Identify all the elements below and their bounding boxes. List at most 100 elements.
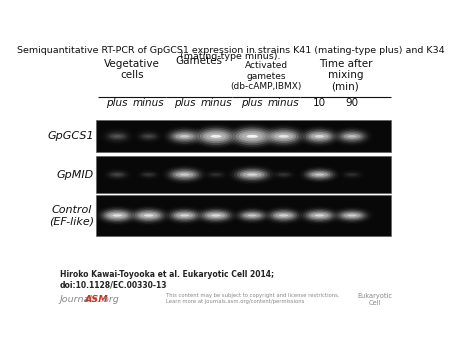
Ellipse shape [346,173,358,176]
Ellipse shape [308,132,331,141]
Ellipse shape [311,134,328,139]
Ellipse shape [301,127,339,145]
Ellipse shape [268,209,300,222]
Ellipse shape [237,209,267,222]
Ellipse shape [298,126,342,147]
Ellipse shape [167,168,202,182]
Ellipse shape [344,213,360,218]
Ellipse shape [113,135,122,138]
Text: plus: plus [174,98,195,108]
Ellipse shape [144,214,153,217]
Ellipse shape [303,209,336,222]
Ellipse shape [140,213,157,218]
Text: 90: 90 [346,98,359,108]
Ellipse shape [341,132,363,141]
Ellipse shape [127,206,171,225]
Ellipse shape [145,174,152,175]
Ellipse shape [262,126,305,146]
Ellipse shape [206,133,226,140]
Text: .org: .org [100,295,119,304]
Ellipse shape [301,208,339,223]
Ellipse shape [265,208,302,223]
Ellipse shape [344,134,360,139]
Ellipse shape [240,171,265,178]
Ellipse shape [98,207,136,224]
Ellipse shape [194,126,238,147]
Ellipse shape [167,129,202,144]
Text: doi:10.1128/EC.00330-13: doi:10.1128/EC.00330-13 [60,281,167,290]
Text: plus: plus [242,98,263,108]
Ellipse shape [166,208,203,223]
Ellipse shape [95,206,139,225]
Ellipse shape [315,214,324,217]
Ellipse shape [205,212,227,219]
Ellipse shape [180,173,189,176]
Ellipse shape [197,208,235,223]
Ellipse shape [311,172,328,177]
Ellipse shape [176,213,193,218]
Ellipse shape [200,129,232,143]
Ellipse shape [336,129,368,144]
Ellipse shape [203,131,229,141]
Ellipse shape [108,132,127,140]
Ellipse shape [111,172,124,177]
Ellipse shape [341,212,363,219]
Ellipse shape [197,128,235,145]
Ellipse shape [235,129,269,143]
Ellipse shape [106,212,129,219]
Ellipse shape [280,174,287,175]
Text: minus: minus [268,98,299,108]
Ellipse shape [266,128,302,145]
Ellipse shape [298,206,342,225]
Ellipse shape [247,135,258,138]
Ellipse shape [106,131,129,142]
Ellipse shape [242,212,263,219]
Ellipse shape [263,206,305,225]
Ellipse shape [244,213,260,218]
Text: ASM: ASM [85,295,108,304]
Text: Control
(EF-like): Control (EF-like) [49,204,94,226]
Ellipse shape [132,209,165,222]
Ellipse shape [338,130,365,142]
Ellipse shape [349,174,356,175]
Ellipse shape [142,134,155,139]
Ellipse shape [176,134,194,139]
Ellipse shape [135,210,162,221]
Text: Semiquantitative RT-PCR of GpGCS1 expression in strains K41 (mating-type plus) a: Semiquantitative RT-PCR of GpGCS1 expres… [17,46,445,55]
Ellipse shape [112,214,122,217]
Ellipse shape [347,214,356,217]
Ellipse shape [260,125,308,148]
Ellipse shape [237,169,268,180]
Ellipse shape [170,169,199,180]
Text: Journals.: Journals. [60,295,101,304]
Ellipse shape [211,135,221,138]
Text: Vegetative
cells: Vegetative cells [104,59,160,80]
Ellipse shape [247,173,257,176]
Ellipse shape [309,171,330,178]
Ellipse shape [315,173,324,176]
Ellipse shape [338,211,365,220]
Ellipse shape [306,130,333,142]
Text: GpMID: GpMID [57,170,94,179]
Ellipse shape [140,133,157,140]
Bar [96,195,391,236]
Ellipse shape [114,174,121,175]
Ellipse shape [210,173,222,176]
Ellipse shape [171,210,198,221]
Ellipse shape [174,212,195,219]
Ellipse shape [275,213,292,218]
Ellipse shape [169,209,201,222]
Ellipse shape [211,214,221,217]
Ellipse shape [170,130,199,142]
Ellipse shape [173,132,196,141]
Text: (mating-type minus).: (mating-type minus). [180,52,281,61]
Ellipse shape [315,135,324,138]
Text: Activated
gametes
(db-cAMP,IBMX): Activated gametes (db-cAMP,IBMX) [230,62,302,91]
Ellipse shape [194,206,238,225]
Ellipse shape [202,210,230,221]
Ellipse shape [108,213,126,218]
Ellipse shape [238,131,266,142]
Ellipse shape [108,171,126,178]
Ellipse shape [228,165,276,184]
Text: GpGCS1: GpGCS1 [47,131,94,141]
